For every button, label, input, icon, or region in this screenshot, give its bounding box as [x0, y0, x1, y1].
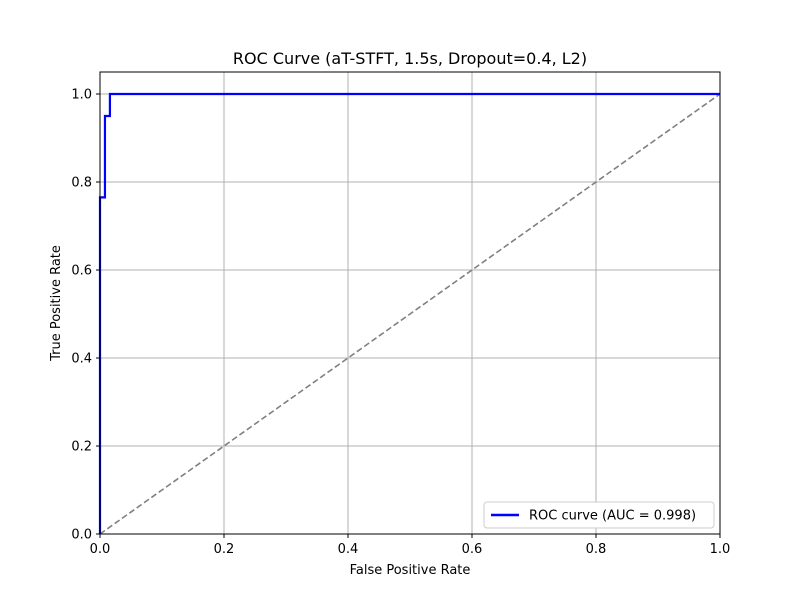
x-axis-label: False Positive Rate: [350, 563, 471, 578]
y-tick-label: 0.4: [71, 352, 92, 367]
x-tick-label: 0.6: [462, 542, 483, 557]
x-tick-label: 1.0: [710, 542, 731, 557]
x-tick-label: 0.0: [90, 542, 111, 557]
chart-title: ROC Curve (aT-STFT, 1.5s, Dropout=0.4, L…: [233, 49, 587, 68]
y-tick-label: 0.6: [71, 264, 92, 279]
x-tick-label: 0.8: [586, 542, 607, 557]
legend-box: [483, 501, 715, 529]
series: [98, 92, 721, 535]
y-axis-label: True Positive Rate: [49, 245, 64, 362]
y-tick-label: 1.0: [71, 88, 92, 103]
legend-label: ROC curve (AUC = 0.998): [529, 509, 696, 524]
x-tick-label: 0.4: [338, 542, 359, 557]
legend: ROC curve (AUC = 0.998): [483, 501, 715, 529]
plot-frame: [99, 71, 721, 535]
grid: [99, 72, 721, 535]
y-tick-label: 0.0: [71, 528, 92, 543]
ticks: 0.0 0.2 0.4 0.6 0.8 1.0 0.0 0.2 0.4 0.6 0.8 1.0: [71, 88, 730, 558]
x-tick-label: 0.2: [214, 542, 235, 557]
y-tick-label: 0.8: [71, 176, 92, 191]
chance-line: [99, 93, 721, 535]
y-tick-label: 0.2: [71, 440, 92, 455]
